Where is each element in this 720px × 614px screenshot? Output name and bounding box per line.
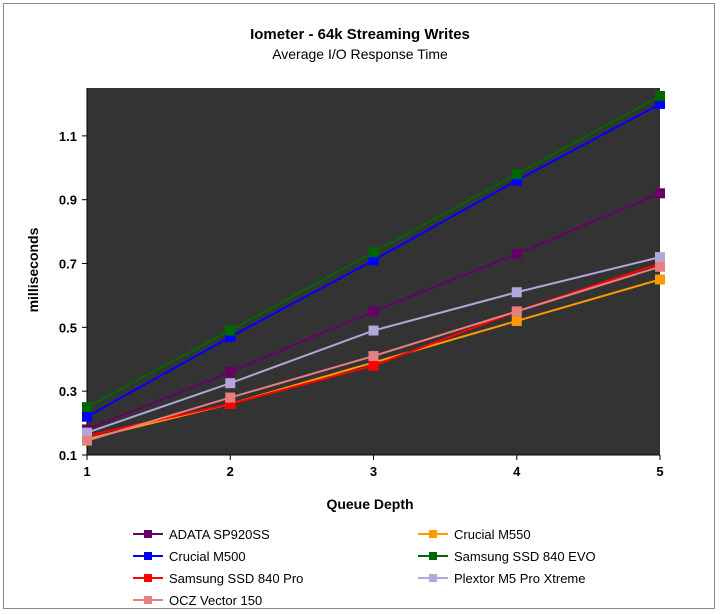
legend-label: OCZ Vector 150	[169, 593, 262, 608]
data-point	[368, 351, 379, 362]
x-axis-label: Queue Depth	[326, 496, 413, 512]
legend: ADATA SP920SS Crucial M550 Crucial M500 Sam…	[133, 527, 596, 608]
y-tick-label: 0.1	[59, 448, 77, 463]
data-point	[225, 367, 236, 378]
legend-label: Samsung SSD 840 EVO	[454, 549, 596, 564]
data-point	[225, 398, 236, 409]
legend-marker	[429, 552, 437, 560]
y-axis-label: milliseconds	[25, 227, 41, 312]
data-point	[368, 325, 379, 336]
legend-entry-crucial-m550: Crucial M550	[418, 527, 531, 542]
data-point	[655, 261, 665, 272]
series-plextor-m5-pro-xtreme	[82, 252, 665, 438]
legend-entry-samsung-ssd-840-evo: Samsung SSD 840 EVO	[418, 549, 596, 564]
legend-marker	[144, 574, 152, 582]
series-samsung-ssd-840-evo	[82, 90, 665, 413]
data-point	[225, 325, 236, 336]
x-tick-label: 5	[656, 464, 663, 479]
data-point	[655, 274, 665, 285]
legend-label: ADATA SP920SS	[169, 527, 270, 542]
legend-label: Crucial M550	[454, 527, 531, 542]
legend-marker	[144, 552, 152, 560]
data-point	[511, 306, 522, 317]
legend-label: Samsung SSD 840 Pro	[169, 571, 303, 586]
legend-entry-ocz-vector-150: OCZ Vector 150	[133, 593, 262, 608]
x-tick-label: 4	[513, 464, 521, 479]
series-layer	[82, 90, 665, 446]
data-point	[82, 427, 92, 438]
y-tick-label: 0.3	[59, 384, 77, 399]
data-point	[368, 306, 379, 317]
legend-label: Plextor M5 Pro Xtreme	[454, 571, 586, 586]
data-point	[511, 248, 522, 259]
data-point	[225, 331, 236, 342]
legend-entry-crucial-m500: Crucial M500	[133, 549, 246, 564]
data-point	[82, 435, 92, 446]
y-tick-label: 0.7	[59, 257, 77, 272]
y-tick-label: 0.5	[59, 320, 77, 335]
y-tick-label: 0.9	[59, 193, 77, 208]
data-point	[511, 169, 522, 180]
data-point	[655, 252, 665, 263]
data-point	[368, 255, 379, 266]
x-tick-label: 2	[227, 464, 234, 479]
legend-label: Crucial M500	[169, 549, 246, 564]
data-point	[82, 411, 92, 422]
legend-marker	[144, 530, 152, 538]
data-point	[368, 247, 379, 258]
axes: 0.1 0.3 0.5 0.7 0.9 1.1 1 2 3 4 5	[59, 88, 664, 479]
legend-entry-plextor-m5-pro-xtreme: Plextor M5 Pro Xtreme	[418, 571, 586, 586]
series-crucial-m500	[82, 98, 665, 422]
data-point	[655, 98, 665, 109]
data-point	[511, 287, 522, 298]
data-point	[655, 90, 665, 101]
data-point	[82, 402, 92, 413]
x-tick-label: 1	[83, 464, 90, 479]
data-point	[225, 392, 236, 403]
legend-entry-samsung-ssd-840-pro: Samsung SSD 840 Pro	[133, 571, 303, 586]
chart-title: Iometer - 64k Streaming Writes	[250, 26, 470, 43]
legend-marker	[144, 596, 152, 604]
x-tick-label: 3	[370, 464, 377, 479]
data-point	[655, 188, 665, 199]
legend-marker	[429, 530, 437, 538]
series-ocz-vector-150	[82, 261, 665, 446]
chart-subtitle: Average I/O Response Time	[272, 46, 448, 62]
legend-marker	[429, 574, 437, 582]
y-tick-label: 1.1	[59, 129, 77, 144]
data-point	[368, 360, 379, 371]
legend-entry-adata-sp920ss: ADATA SP920SS	[133, 527, 270, 542]
data-point	[225, 378, 236, 389]
data-point	[511, 315, 522, 326]
data-point	[511, 175, 522, 186]
